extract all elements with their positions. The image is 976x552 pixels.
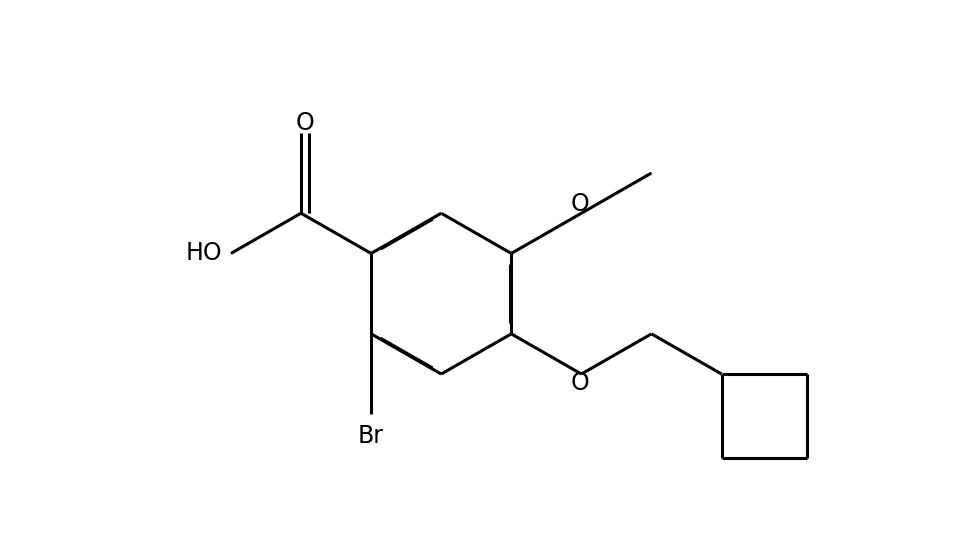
- Text: HO: HO: [185, 241, 222, 266]
- Text: O: O: [296, 112, 314, 135]
- Text: O: O: [571, 192, 590, 216]
- Text: Br: Br: [358, 423, 385, 448]
- Text: O: O: [571, 371, 590, 395]
